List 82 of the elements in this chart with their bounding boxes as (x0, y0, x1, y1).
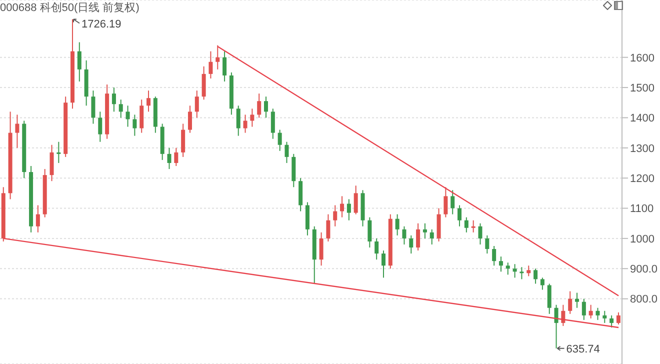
annotation: 635.74 (566, 343, 600, 356)
y-tick-label: 1000 (630, 233, 654, 246)
candlestick (471, 220, 476, 233)
candlestick (98, 111, 102, 142)
candlestick (36, 204, 40, 233)
candlestick (56, 141, 61, 164)
y-tick-label: 1300 (630, 142, 654, 155)
candlestick (77, 42, 82, 82)
candlestick (167, 147, 172, 170)
y-tick-label: 1100 (630, 203, 654, 216)
candlestick (50, 144, 54, 182)
candlestick (588, 304, 593, 319)
candlestick (596, 307, 600, 320)
candlestick (616, 312, 620, 325)
candlestick (458, 204, 462, 227)
candlestick (326, 214, 330, 242)
y-tick-label: 900.0 (630, 264, 658, 276)
candlestick (354, 185, 358, 215)
candlestick (202, 66, 206, 100)
candlestick (112, 87, 116, 112)
candlestick (374, 238, 379, 260)
candlestick (485, 234, 490, 254)
candlestick (368, 216, 372, 248)
candlestick (118, 99, 123, 118)
y-tick-label: 1600 (630, 52, 654, 64)
candlestick (492, 245, 496, 266)
candlestick (534, 268, 538, 284)
chart-title: 000688 科创50(日线 前复权) (0, 1, 140, 15)
candlestick (464, 216, 468, 233)
candlestick (512, 264, 517, 278)
candlestick (602, 310, 607, 324)
candlestick (340, 196, 344, 218)
candlestick (278, 129, 282, 152)
candlestick (236, 105, 240, 136)
y-tick-label: 1500 (630, 82, 654, 94)
candlestick (422, 222, 427, 239)
candlestick (188, 105, 192, 134)
candlestick (444, 186, 448, 218)
y-tick-label: 800.0 (630, 294, 658, 306)
candlestick (395, 214, 400, 236)
candlestick (554, 304, 558, 349)
candlestick (140, 99, 144, 134)
candlestick (582, 298, 586, 320)
annotation: 1726.19 (81, 18, 122, 30)
candlestick (174, 147, 178, 167)
candlestick (333, 204, 338, 227)
candlestick (126, 105, 130, 128)
candlestick (568, 290, 572, 314)
candlestick (208, 50, 213, 79)
candlestick (319, 232, 324, 266)
candlestick (146, 90, 151, 112)
candlestick (257, 93, 262, 118)
candlestick (381, 250, 386, 278)
candlestick (478, 222, 482, 245)
candlestick (132, 114, 137, 136)
candlestick (498, 256, 503, 272)
candlestick (402, 226, 406, 245)
candlestick (547, 283, 552, 314)
candlestick (222, 50, 227, 82)
candlestick (520, 266, 524, 280)
candlestick (216, 44, 220, 70)
candlestick (450, 190, 455, 215)
candlestick (194, 90, 199, 118)
candlestick (506, 262, 510, 276)
candlestick (430, 228, 434, 245)
candlestick (526, 265, 531, 277)
candlestick (540, 277, 544, 290)
candlestick (270, 108, 275, 140)
candlestick (181, 123, 186, 158)
candlestick (346, 198, 351, 221)
candlestick (575, 292, 580, 308)
candlestick (250, 108, 254, 128)
candlestick (416, 222, 420, 252)
candlestick (610, 314, 614, 328)
candlestick (264, 96, 268, 118)
candlestick (91, 90, 96, 124)
y-tick-label: 1200 (630, 172, 654, 185)
y-tick-label: 1400 (630, 112, 654, 125)
candlestick (243, 114, 248, 134)
candlestick (409, 234, 414, 254)
candlestick (284, 141, 289, 164)
candlestick (15, 114, 20, 148)
